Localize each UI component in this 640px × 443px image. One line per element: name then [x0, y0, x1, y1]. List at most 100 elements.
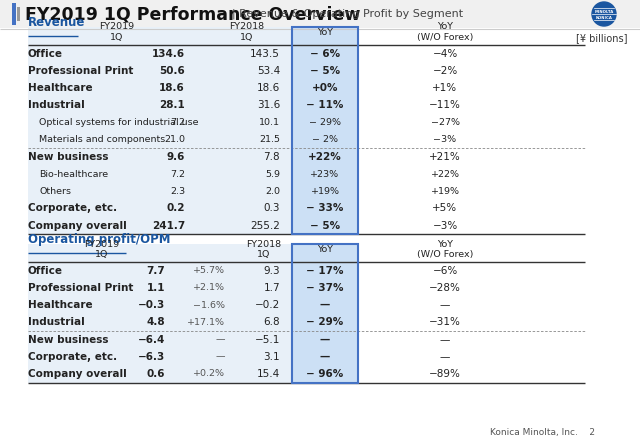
Text: Industrial: Industrial — [28, 317, 84, 327]
Text: —: — — [320, 300, 330, 310]
Text: − 29%: − 29% — [307, 317, 344, 327]
Circle shape — [592, 2, 616, 26]
Text: Office: Office — [28, 266, 63, 276]
Text: YoY
(W/O Forex): YoY (W/O Forex) — [417, 240, 473, 259]
Text: 7.7: 7.7 — [147, 266, 165, 276]
Text: −28%: −28% — [429, 283, 461, 293]
Text: −6%: −6% — [433, 266, 458, 276]
Text: −0.3: −0.3 — [138, 300, 165, 310]
Text: FY2019
1Q: FY2019 1Q — [99, 22, 134, 42]
Bar — [17, 7, 20, 21]
Bar — [0, 0, 640, 28]
Text: − 37%: − 37% — [307, 283, 344, 293]
Text: —: — — [216, 352, 225, 361]
Bar — [292, 244, 358, 383]
Text: KONICA: KONICA — [596, 16, 612, 20]
Text: —: — — [320, 334, 330, 345]
Text: Others: Others — [39, 187, 71, 196]
Text: MINOLTA: MINOLTA — [595, 10, 614, 14]
Text: −1.6%: −1.6% — [193, 301, 225, 310]
Text: +2.1%: +2.1% — [193, 284, 225, 292]
Text: FY2018
1Q: FY2018 1Q — [246, 240, 281, 259]
Text: Industrial: Industrial — [28, 100, 84, 110]
Text: −3%: −3% — [433, 135, 456, 144]
Text: Bio-healthcare: Bio-healthcare — [39, 170, 108, 179]
Text: Konica Minolta, Inc.    2: Konica Minolta, Inc. 2 — [490, 428, 595, 437]
Text: —: — — [216, 335, 225, 344]
Text: 7.2: 7.2 — [170, 118, 185, 127]
Text: 143.5: 143.5 — [250, 49, 280, 58]
Text: 21.0: 21.0 — [164, 135, 185, 144]
Text: − 11%: − 11% — [307, 100, 344, 110]
Text: FY2019
1Q: FY2019 1Q — [84, 240, 119, 259]
Text: —: — — [440, 334, 450, 345]
Text: 241.7: 241.7 — [152, 221, 185, 231]
Text: Healthcare: Healthcare — [28, 83, 93, 93]
Text: +5%: +5% — [433, 203, 458, 214]
Text: −6.4: −6.4 — [138, 334, 165, 345]
Text: +19%: +19% — [431, 187, 460, 196]
Text: − 33%: − 33% — [307, 203, 344, 214]
Text: 18.6: 18.6 — [257, 83, 280, 93]
Text: +23%: +23% — [310, 170, 340, 179]
Bar — [28, 27, 292, 234]
Text: 21.5: 21.5 — [259, 135, 280, 144]
Text: −31%: −31% — [429, 317, 461, 327]
Text: Optical systems for industrial use: Optical systems for industrial use — [39, 118, 198, 127]
Text: −5.1: −5.1 — [255, 334, 280, 345]
Text: +1%: +1% — [433, 83, 458, 93]
Text: 1.1: 1.1 — [147, 283, 165, 293]
Text: 5.9: 5.9 — [265, 170, 280, 179]
Text: +22%: +22% — [431, 170, 460, 179]
Text: 0.2: 0.2 — [166, 203, 185, 214]
Text: Healthcare: Healthcare — [28, 300, 93, 310]
Text: Professional Print: Professional Print — [28, 66, 133, 76]
Text: Company overall: Company overall — [28, 221, 127, 231]
Text: 0.3: 0.3 — [264, 203, 280, 214]
Text: − 17%: − 17% — [307, 266, 344, 276]
Text: −2%: −2% — [433, 66, 458, 76]
Text: —: — — [440, 300, 450, 310]
Text: −3%: −3% — [433, 221, 458, 231]
Text: 4.8: 4.8 — [147, 317, 165, 327]
Text: − 5%: − 5% — [310, 221, 340, 231]
Text: Operating profit/OPM: Operating profit/OPM — [28, 233, 170, 246]
Text: − 2%: − 2% — [312, 135, 338, 144]
Text: | Revenue & Operating Profit by Segment: | Revenue & Operating Profit by Segment — [232, 9, 463, 19]
Text: +5.7%: +5.7% — [193, 266, 225, 275]
Text: −11%: −11% — [429, 100, 461, 110]
Text: 9.3: 9.3 — [264, 266, 280, 276]
Text: Corporate, etc.: Corporate, etc. — [28, 352, 117, 362]
Text: Corporate, etc.: Corporate, etc. — [28, 203, 117, 214]
Text: − 29%: − 29% — [309, 118, 341, 127]
Text: 1.7: 1.7 — [264, 283, 280, 293]
Bar — [292, 244, 358, 383]
Text: 31.6: 31.6 — [257, 100, 280, 110]
Text: [¥ billions]: [¥ billions] — [577, 33, 628, 43]
Text: −6.3: −6.3 — [138, 352, 165, 362]
Text: FY2019 1Q Performance Overview: FY2019 1Q Performance Overview — [25, 5, 360, 23]
Text: New business: New business — [28, 152, 109, 162]
Text: Revenue: Revenue — [28, 16, 85, 29]
Text: Office: Office — [28, 49, 63, 58]
Text: 0.6: 0.6 — [147, 369, 165, 379]
Text: 50.6: 50.6 — [159, 66, 185, 76]
Text: +22%: +22% — [308, 152, 342, 162]
Bar — [28, 244, 292, 383]
Text: 28.1: 28.1 — [159, 100, 185, 110]
Text: Professional Print: Professional Print — [28, 283, 133, 293]
Text: 9.6: 9.6 — [166, 152, 185, 162]
Bar — [292, 27, 358, 234]
Text: 7.8: 7.8 — [264, 152, 280, 162]
Text: Company overall: Company overall — [28, 369, 127, 379]
Text: 2.3: 2.3 — [170, 187, 185, 196]
Text: YoY: YoY — [317, 245, 333, 254]
Text: 255.2: 255.2 — [250, 221, 280, 231]
Text: − 5%: − 5% — [310, 66, 340, 76]
Text: Materials and components: Materials and components — [39, 135, 165, 144]
Text: FY2018
1Q: FY2018 1Q — [229, 22, 264, 42]
Text: 53.4: 53.4 — [257, 66, 280, 76]
Text: −4%: −4% — [433, 49, 458, 58]
Text: —: — — [320, 352, 330, 362]
Text: − 6%: − 6% — [310, 49, 340, 58]
